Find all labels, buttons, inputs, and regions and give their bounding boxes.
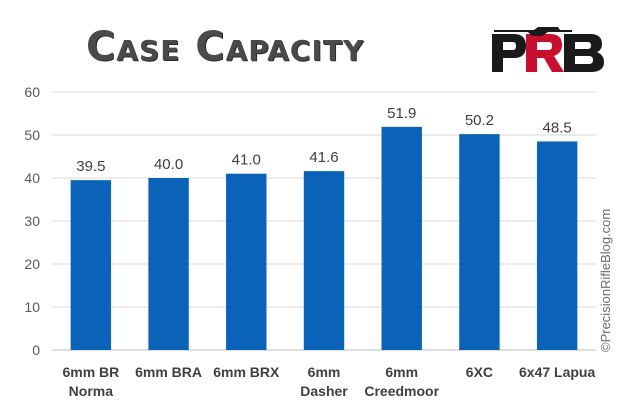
x-tick-label: Dasher <box>300 383 348 399</box>
x-tick-label: Creedmoor <box>364 383 439 399</box>
chart-title: Case Capacity <box>86 24 365 70</box>
x-tick-label: 6x47 Lapua <box>519 364 595 380</box>
data-label: 51.9 <box>387 105 416 122</box>
x-tick-label: 6mm BRX <box>213 364 280 380</box>
data-label: 48.5 <box>543 119 572 136</box>
data-label: 40.0 <box>154 156 183 173</box>
bars <box>70 126 578 350</box>
data-label: 50.2 <box>465 112 494 129</box>
prb-logo-mark <box>488 27 608 74</box>
x-tick-label: 6mm BRA <box>135 364 202 380</box>
y-axis-ticks: 0 10 20 30 40 50 60 <box>24 84 40 358</box>
x-tick-label: Norma <box>69 383 114 399</box>
bar <box>381 126 422 350</box>
y-tick-label: 50 <box>24 127 40 143</box>
y-tick-label: 10 <box>24 299 40 315</box>
x-axis-ticks: 6mm BR Norma 6mm BRA 6mm BRX 6mm Dasher 6mm Cre… <box>62 364 595 399</box>
bar <box>303 171 345 350</box>
bar <box>459 134 500 350</box>
data-label: 41.0 <box>232 152 261 169</box>
x-tick-label: 6XC <box>466 364 493 380</box>
y-tick-label: 40 <box>24 170 40 186</box>
y-tick-label: 30 <box>24 213 40 229</box>
data-labels: 39.5 40.0 41.0 41.6 51.9 50.2 48.5 <box>76 105 571 175</box>
y-tick-label: 0 <box>32 342 40 358</box>
watermark: ©PrecisionRifleBlog.com <box>598 208 613 352</box>
x-tick-label: 6mm BR <box>62 364 119 380</box>
x-tick-label: 6mm <box>308 364 341 380</box>
data-label: 39.5 <box>76 158 105 175</box>
bar <box>536 141 578 350</box>
data-label: 41.6 <box>309 149 338 166</box>
bar <box>70 180 112 350</box>
bar <box>148 178 189 350</box>
y-tick-label: 60 <box>24 84 40 100</box>
bar <box>226 173 267 350</box>
x-tick-label: 6mm <box>385 364 418 380</box>
prb-logo <box>488 27 608 74</box>
y-tick-label: 20 <box>24 256 40 272</box>
